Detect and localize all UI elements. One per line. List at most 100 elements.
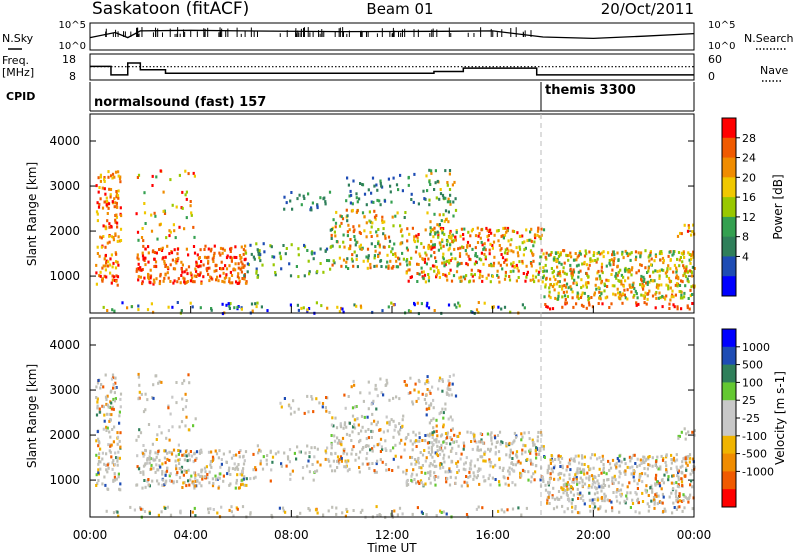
range-cell <box>97 471 100 475</box>
range-cell <box>551 307 555 311</box>
range-cell <box>378 251 381 255</box>
range-cell <box>449 268 452 272</box>
range-cell <box>334 416 337 420</box>
range-cell <box>157 513 160 517</box>
range-cell <box>388 422 391 426</box>
range-cell <box>420 270 424 274</box>
range-cell <box>614 478 617 482</box>
range-cell <box>558 261 561 265</box>
range-cell <box>118 439 121 443</box>
range-cell <box>504 482 507 486</box>
range-cell <box>497 509 500 513</box>
range-cell <box>496 269 499 273</box>
power-colorbar-label: Power [dB] <box>771 174 785 239</box>
range-cell <box>348 421 351 425</box>
range-cell <box>608 306 611 309</box>
range-cell <box>642 287 645 291</box>
range-cell <box>261 263 264 267</box>
range-cell <box>220 260 223 264</box>
range-cell <box>433 243 436 247</box>
range-cell <box>359 510 362 514</box>
range-cell <box>425 413 428 417</box>
range-cell <box>434 451 437 455</box>
range-cell <box>118 487 121 491</box>
range-cell <box>411 226 414 230</box>
range-cell <box>209 275 212 279</box>
range-cell <box>591 498 594 502</box>
range-cell <box>432 426 435 430</box>
range-cell <box>428 421 431 425</box>
range-cell <box>425 380 428 384</box>
range-cell <box>325 396 328 399</box>
range-cell <box>365 457 368 461</box>
range-cell <box>99 179 102 183</box>
range-cell <box>647 255 650 259</box>
range-cell <box>353 383 356 387</box>
range-cell <box>262 455 265 459</box>
range-cell <box>668 250 671 254</box>
range-cell <box>505 453 508 457</box>
range-cell <box>693 267 696 270</box>
range-cell <box>236 275 239 279</box>
range-cell <box>210 465 213 469</box>
range-cell <box>178 458 181 462</box>
range-cell <box>358 440 361 444</box>
range-cell <box>678 492 681 496</box>
range-cell <box>242 248 245 252</box>
range-cell <box>690 479 693 483</box>
range-cell <box>616 457 619 460</box>
range-cell <box>661 501 664 505</box>
range-cell <box>155 251 158 255</box>
range-cell <box>333 434 336 438</box>
range-cell <box>470 459 473 463</box>
range-cell <box>638 478 641 482</box>
range-cell <box>685 461 688 465</box>
range-cell <box>351 414 355 418</box>
range-cell <box>355 258 358 261</box>
range-cell <box>444 196 447 200</box>
range-cell <box>446 181 449 184</box>
range-cell <box>183 379 186 383</box>
range-cell <box>602 478 605 482</box>
range-cell <box>160 431 163 435</box>
range-cell <box>418 431 421 435</box>
range-cell <box>367 256 370 260</box>
range-cell <box>537 272 540 276</box>
range-cell <box>240 245 243 249</box>
range-cell <box>206 476 209 480</box>
range-cell <box>420 510 423 514</box>
range-cell <box>448 169 452 172</box>
range-cell <box>135 438 138 442</box>
range-cell <box>641 500 645 503</box>
range-cell <box>656 269 659 273</box>
range-cell <box>183 458 186 462</box>
range-cell <box>565 290 568 294</box>
range-cell <box>655 494 658 498</box>
range-cell <box>298 450 301 454</box>
range-cell <box>625 494 628 498</box>
range-cell <box>571 480 574 484</box>
range-cell <box>645 490 648 494</box>
range-cell <box>504 274 507 278</box>
range-cell <box>251 309 254 313</box>
range-cell <box>370 225 373 229</box>
range-cell <box>639 283 642 287</box>
range-cell <box>547 495 550 499</box>
range-cell <box>383 199 387 203</box>
range-cell <box>600 269 603 273</box>
range-cell <box>622 284 625 288</box>
range-cell <box>395 265 398 269</box>
range-cell <box>689 294 692 298</box>
range-cell <box>503 510 506 514</box>
range-cell <box>443 261 446 265</box>
range-cell <box>677 475 680 479</box>
range-cell <box>441 193 445 197</box>
power-colorbar-tick-label: 24 <box>742 152 756 165</box>
range-cell <box>225 303 228 307</box>
range-cell <box>663 473 666 477</box>
power-colorbar-blocks <box>722 118 736 297</box>
range-cell <box>693 284 696 288</box>
range-cell <box>417 378 420 382</box>
range-cell <box>629 491 632 495</box>
range-cell <box>683 223 686 227</box>
